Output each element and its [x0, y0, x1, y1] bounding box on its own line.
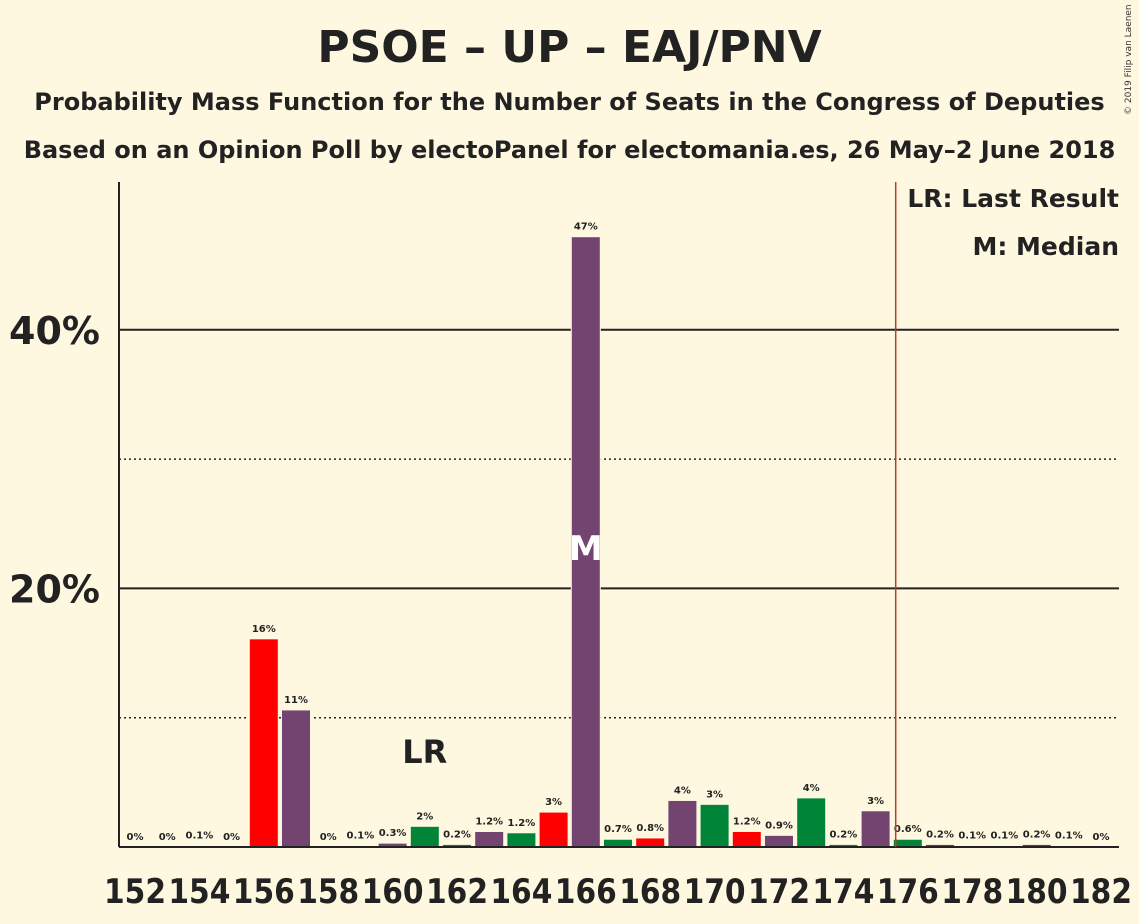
- median-marker: M: [569, 529, 603, 569]
- data-label: 3%: [706, 789, 723, 800]
- bar-seat-166: [570, 236, 601, 848]
- bar-seat-171: [731, 830, 762, 848]
- x-tick-label: 166: [555, 872, 617, 912]
- data-label: 0%: [159, 832, 176, 843]
- x-tick-label: 178: [941, 872, 1003, 912]
- x-tick-label: 164: [490, 872, 552, 912]
- y-tick-label: 40%: [9, 309, 100, 353]
- data-label: 0.1%: [347, 831, 375, 842]
- data-label: 1.2%: [508, 818, 536, 829]
- y-tick-label: 20%: [9, 567, 100, 611]
- data-label: 0.2%: [1023, 829, 1051, 840]
- x-tick-label: 180: [1006, 872, 1068, 912]
- data-label: 0.9%: [765, 820, 793, 831]
- bar-seat-173: [796, 797, 827, 848]
- data-label: 0%: [1093, 832, 1110, 843]
- chart-subtitle-2: Based on an Opinion Poll by electoPanel …: [23, 136, 1116, 164]
- bar-seat-163: [474, 830, 505, 848]
- axes: 20%40%152 154 156 158 160 162 164 166 168 170 172 1…: [9, 182, 1132, 912]
- data-label: 4%: [803, 783, 820, 794]
- data-label: 0.1%: [958, 831, 986, 842]
- bar-seat-161: [409, 825, 440, 848]
- data-label: 0.3%: [379, 828, 407, 839]
- data-label: 4%: [674, 785, 691, 796]
- x-tick-label: 174: [812, 872, 874, 912]
- bar-series: [184, 236, 1084, 848]
- x-tick-label: 158: [297, 872, 359, 912]
- chart-subtitle-1: Probability Mass Function for the Number…: [34, 88, 1105, 116]
- legend-median: M: Median: [972, 232, 1119, 261]
- data-label: 0%: [127, 832, 144, 843]
- bar-seat-172: [764, 834, 794, 848]
- data-label: 3%: [867, 796, 884, 807]
- bar-seat-164: [506, 832, 537, 848]
- data-label: 0.8%: [636, 823, 664, 834]
- data-labels: 0% 0% 0.1% 0% 16% 11% 0% 0.1% 0.3% 2% 0.2% 1.2% 1.2%…: [127, 222, 1110, 843]
- data-label: 0.1%: [186, 831, 214, 842]
- x-tick-label: 172: [748, 872, 810, 912]
- x-tick-label: 160: [362, 872, 424, 912]
- data-label: 11%: [284, 695, 308, 706]
- bar-seat-169: [667, 799, 698, 848]
- data-label: 1.2%: [475, 816, 503, 827]
- x-tick-label: 168: [619, 872, 681, 912]
- data-label: 0%: [320, 832, 337, 843]
- bar-seat-156: [248, 638, 279, 848]
- data-label: 0.6%: [894, 824, 922, 835]
- data-label: 47%: [574, 222, 598, 233]
- chart-title: PSOE – UP – EAJ/PNV: [317, 22, 822, 73]
- x-tick-label: 182: [1070, 872, 1132, 912]
- bar-seat-175: [860, 810, 891, 848]
- x-tick-label: 176: [877, 872, 939, 912]
- data-label: 0.7%: [604, 824, 632, 835]
- data-label: 0.2%: [830, 829, 858, 840]
- bar-seat-168: [635, 837, 666, 848]
- bar-seat-165: [538, 811, 569, 848]
- x-tick-label: 156: [233, 872, 295, 912]
- data-label: 16%: [252, 624, 276, 635]
- x-tick-label: 170: [684, 872, 746, 912]
- data-label: 0.2%: [443, 829, 471, 840]
- last-result-marker: LR: [402, 733, 447, 771]
- bar-seat-176: [892, 838, 923, 848]
- data-label: 0.2%: [926, 829, 954, 840]
- data-label: 0.1%: [991, 831, 1019, 842]
- x-tick-label: 152: [104, 872, 166, 912]
- data-label: 2%: [416, 811, 433, 822]
- bar-seat-170: [699, 803, 730, 848]
- data-label: 0.1%: [1055, 831, 1083, 842]
- chart-markers: LR M: [402, 182, 897, 847]
- bar-seat-157: [281, 709, 311, 848]
- data-label: 1.2%: [733, 816, 761, 827]
- data-label: 3%: [545, 797, 562, 808]
- data-label: 0%: [223, 832, 240, 843]
- legend-last-result: LR: Last Result: [907, 184, 1119, 213]
- x-tick-label: 162: [426, 872, 488, 912]
- x-tick-label: 154: [168, 872, 230, 912]
- bar-seat-167: [603, 838, 633, 848]
